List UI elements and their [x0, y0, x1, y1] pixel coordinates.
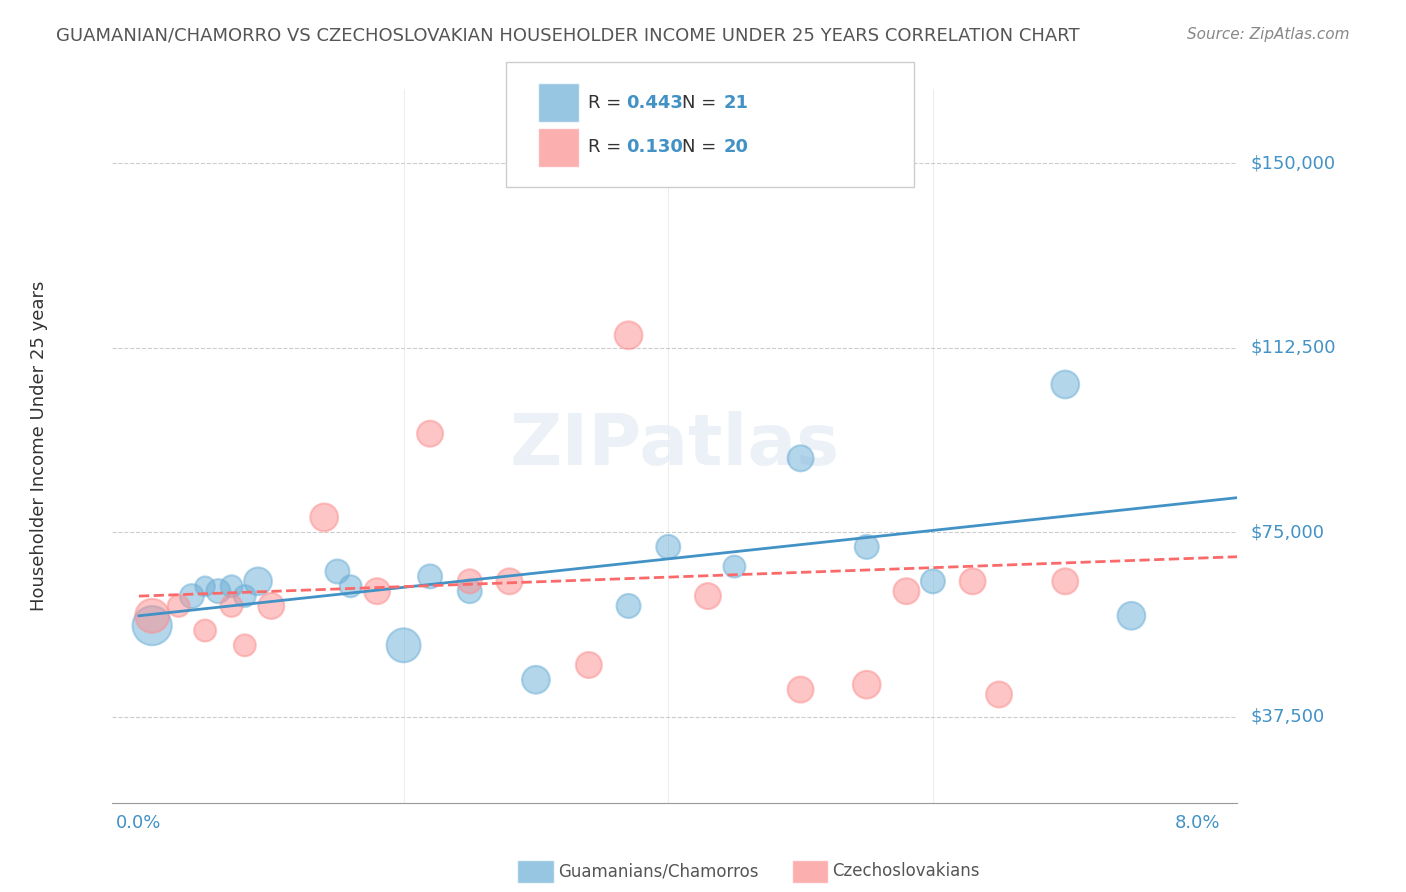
Text: ZIPatlas: ZIPatlas: [510, 411, 839, 481]
Point: [180, 589, 202, 603]
Text: 20: 20: [724, 138, 749, 156]
Text: R =: R =: [588, 138, 627, 156]
Text: GUAMANIAN/CHAMORRO VS CZECHOSLOVAKIAN HOUSEHOLDER INCOME UNDER 25 YEARS CORRELAT: GUAMANIAN/CHAMORRO VS CZECHOSLOVAKIAN HO…: [56, 27, 1080, 45]
Point: [855, 540, 877, 554]
Point: [207, 584, 229, 599]
Point: [167, 599, 190, 613]
Point: [419, 426, 441, 441]
Point: [233, 638, 256, 652]
Text: $75,000: $75,000: [1250, 523, 1324, 541]
Point: [855, 678, 877, 692]
Point: [141, 608, 163, 623]
Text: 0.443: 0.443: [626, 94, 682, 112]
Text: R =: R =: [588, 94, 627, 112]
Point: [697, 589, 720, 603]
Point: [1121, 608, 1143, 623]
Point: [194, 624, 217, 638]
Point: [419, 569, 441, 583]
Point: [617, 599, 640, 613]
Point: [896, 584, 918, 599]
Text: Czechoslovakians: Czechoslovakians: [832, 863, 980, 880]
Text: $150,000: $150,000: [1250, 154, 1336, 172]
Point: [458, 584, 481, 599]
Text: N =: N =: [682, 138, 721, 156]
Point: [314, 510, 336, 524]
Point: [366, 584, 388, 599]
Point: [657, 540, 679, 554]
Point: [247, 574, 270, 589]
Text: 0.130: 0.130: [626, 138, 682, 156]
Text: N =: N =: [682, 94, 721, 112]
Text: $112,500: $112,500: [1250, 339, 1336, 357]
Point: [1054, 377, 1077, 392]
Point: [789, 451, 811, 466]
Text: Source: ZipAtlas.com: Source: ZipAtlas.com: [1187, 27, 1350, 42]
Point: [524, 673, 547, 687]
Point: [498, 574, 520, 589]
Text: $37,500: $37,500: [1250, 707, 1324, 726]
Point: [392, 638, 415, 652]
Point: [578, 658, 600, 673]
Point: [922, 574, 945, 589]
Point: [723, 559, 745, 574]
Text: Householder Income Under 25 years: Householder Income Under 25 years: [31, 281, 48, 611]
Point: [141, 618, 163, 632]
Point: [789, 682, 811, 697]
Point: [1054, 574, 1077, 589]
Point: [339, 579, 361, 593]
Point: [221, 599, 243, 613]
Point: [194, 579, 217, 593]
Point: [962, 574, 984, 589]
Point: [458, 574, 481, 589]
Text: 21: 21: [724, 94, 749, 112]
Point: [260, 599, 283, 613]
Point: [221, 579, 243, 593]
Text: Guamanians/Chamorros: Guamanians/Chamorros: [558, 863, 759, 880]
Point: [233, 589, 256, 603]
Point: [617, 328, 640, 343]
Point: [988, 688, 1011, 702]
Point: [326, 565, 349, 579]
